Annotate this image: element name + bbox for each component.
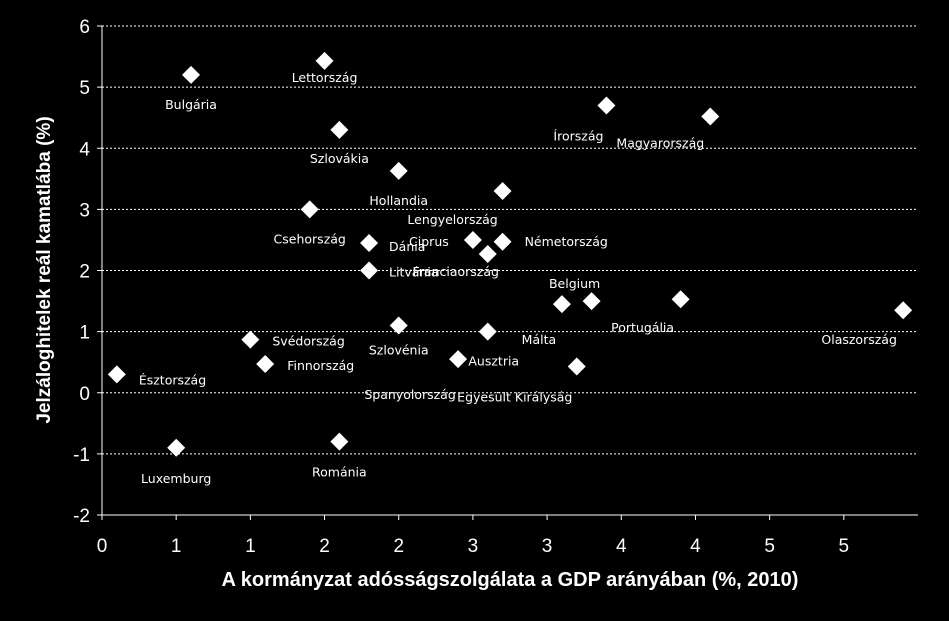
y-tick-label: -1 <box>73 445 90 466</box>
point-label: Ausztria <box>468 354 519 369</box>
y-axis-label: Jelzáloghitelek reál kamatlába (%) <box>34 116 55 423</box>
grid-lines <box>102 25 918 455</box>
x-tick-label: 5 <box>764 536 775 557</box>
point-label: Málta <box>522 332 556 347</box>
data-point <box>360 233 379 252</box>
y-tick-label: -2 <box>73 506 90 527</box>
data-points <box>107 51 913 457</box>
data-point <box>330 120 349 139</box>
y-tick-label: 3 <box>79 200 90 221</box>
data-point <box>894 301 913 320</box>
point-label: Litvánia <box>389 265 438 280</box>
point-labels: Bulgária Lettország Szlovákia Hollandia Cseh… <box>139 70 897 486</box>
x-tick-label: 4 <box>690 536 701 557</box>
x-tick-label: 1 <box>245 536 256 557</box>
x-tick-label: 5 <box>839 536 850 557</box>
y-tick-label: 1 <box>79 323 90 344</box>
data-point <box>567 357 586 376</box>
data-point <box>552 295 571 314</box>
data-point <box>330 432 349 451</box>
data-point <box>493 182 512 201</box>
point-label: Ciprus <box>409 234 449 249</box>
data-point <box>493 232 512 251</box>
x-tick-label: 1 <box>171 536 182 557</box>
point-label: Németország <box>525 234 608 249</box>
x-tick-label: 2 <box>319 536 330 557</box>
y-tick-label: 6 <box>79 17 90 38</box>
data-point <box>167 438 186 457</box>
y-tick-label: 5 <box>79 78 90 99</box>
y-tick-labels: -2 -1 0 1 2 3 4 5 6 <box>73 17 90 527</box>
y-tick-label: 4 <box>79 139 90 160</box>
data-point <box>241 330 260 349</box>
point-label: Svédország <box>272 334 344 349</box>
point-label: Szlovákia <box>310 151 369 166</box>
point-label: Lengyelország <box>407 212 497 227</box>
data-point <box>315 51 334 70</box>
data-point <box>671 290 690 309</box>
data-point <box>478 322 497 341</box>
data-point <box>597 96 616 115</box>
data-point <box>182 65 201 84</box>
data-point <box>300 200 319 219</box>
x-tick-label: 4 <box>616 536 627 557</box>
point-label: Spanyolország <box>364 387 455 402</box>
point-label: Finnország <box>287 358 354 373</box>
x-tick-label: 2 <box>393 536 404 557</box>
point-label: Csehország <box>274 231 346 246</box>
data-point <box>389 316 408 335</box>
point-label: Bulgária <box>165 97 217 112</box>
point-label: Hollandia <box>369 193 428 208</box>
x-axis-label: A kormányzat adósságszolgálata a GDP ará… <box>222 569 799 591</box>
point-label: Írország <box>553 128 603 143</box>
point-label: Franciaország <box>413 264 499 279</box>
y-tick-label: 2 <box>79 262 90 283</box>
x-tick-label: 3 <box>542 536 553 557</box>
data-point <box>256 355 275 374</box>
point-label: Olaszország <box>821 332 897 347</box>
data-point <box>478 244 497 263</box>
point-label: Lettország <box>292 70 358 85</box>
point-label: Románia <box>312 465 367 480</box>
data-point <box>389 161 408 180</box>
point-label: Magyarország <box>616 135 704 150</box>
point-label: Belgium <box>549 276 600 291</box>
point-label: Észtország <box>139 372 206 387</box>
data-point <box>360 261 379 280</box>
data-point <box>449 350 468 369</box>
data-point <box>582 292 601 311</box>
point-label: Szlovénia <box>369 343 429 358</box>
x-tick-label: 0 <box>97 536 108 557</box>
data-point <box>701 107 720 126</box>
data-point <box>463 230 482 249</box>
point-label: Dánia <box>389 239 425 254</box>
data-point <box>107 365 126 384</box>
x-tick-label: 3 <box>468 536 479 557</box>
axes <box>97 25 918 520</box>
y-tick-label: 0 <box>79 384 90 405</box>
x-tick-labels: 0 1 1 2 2 3 3 4 4 5 5 <box>97 536 849 557</box>
point-label: Egyesült Királyság <box>457 389 572 404</box>
point-label: Portugália <box>611 320 674 335</box>
point-label: Luxemburg <box>141 471 211 486</box>
